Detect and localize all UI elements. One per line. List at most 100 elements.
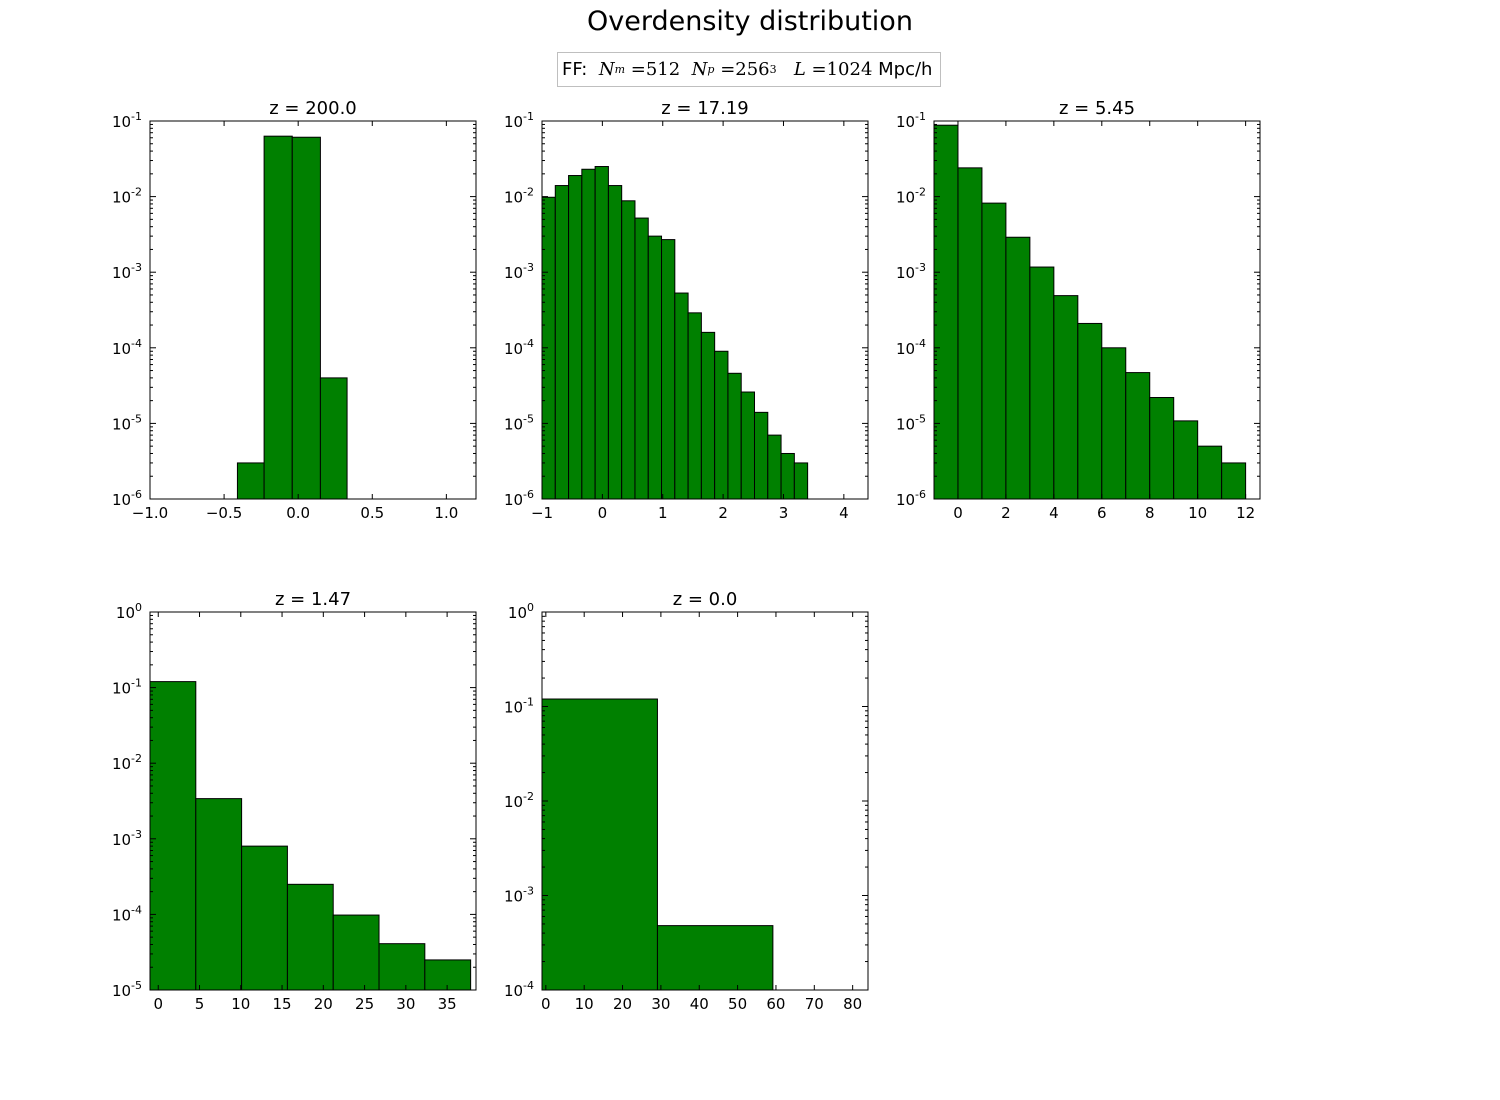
y-tick-label: 10-1 [112, 677, 142, 698]
legend-np-sub: p [707, 63, 715, 76]
histogram-bar [621, 200, 636, 500]
histogram-bar [634, 217, 649, 500]
x-tick-label: −1 [531, 504, 553, 522]
legend-l-value: =1024 [811, 59, 873, 80]
legend-nm-symbol: N [598, 59, 615, 80]
x-tick-label: 6 [1097, 504, 1107, 522]
x-tick-label: −0.5 [206, 504, 242, 522]
x-tick-label: 1 [658, 504, 668, 522]
subplot-2: z = 17.19 −1 0 1 2 3 4 10-6 10-5 10-4 10-3 10-2 10-1 [504, 98, 869, 522]
x-tick-label: 12 [1236, 504, 1255, 522]
y-tick-label: 10-5 [896, 412, 926, 433]
legend-l-symbol: L [793, 59, 806, 80]
subplot-title: z = 200.0 [269, 98, 357, 119]
subplot-5: z = 0.0 0 10 20 30 40 50 60 70 80 10-4 10-3 10-2 10-1… [504, 589, 869, 1013]
legend-np-exponent: 3 [769, 63, 777, 76]
histogram-bar [554, 185, 570, 500]
y-tick-label: 10-6 [896, 488, 926, 509]
histogram-bar [767, 434, 782, 500]
histogram-bar [687, 312, 702, 500]
y-tick-label: 10-2 [112, 186, 142, 207]
y-tick-label: 10-3 [112, 261, 142, 282]
histogram-bar [1149, 397, 1175, 500]
legend-prefix: FF: [562, 59, 588, 80]
subplot-title: z = 5.45 [1059, 98, 1135, 119]
x-tick-label: 8 [1145, 504, 1155, 522]
x-tick-label: 80 [843, 995, 862, 1013]
histogram-bar [1221, 462, 1247, 500]
subplot-4: z = 1.47 0 5 10 15 20 25 30 35 10-5 10-4 10-3 10-2 10… [112, 589, 477, 1013]
histogram-bar [1101, 347, 1127, 500]
histogram-bar [754, 411, 769, 500]
y-tick-label: 10-2 [112, 752, 142, 773]
y-tick-label: 10-1 [896, 110, 926, 131]
subplot-3: z = 5.45 0 2 4 6 8 10 12 10-6 10-5 10-4 10-3 10-2 10-… [896, 98, 1261, 522]
histogram-bar [594, 166, 609, 500]
histogram-bar [793, 462, 809, 500]
histogram-bar [263, 135, 293, 500]
axes-frame [541, 120, 869, 500]
histogram-bar [1029, 266, 1055, 500]
histogram-bar [1005, 236, 1031, 500]
y-tick-label: 10-4 [504, 337, 534, 358]
y-tick-label: 10-4 [112, 903, 142, 924]
histogram-bar [981, 202, 1007, 500]
y-tick-label: 10-2 [504, 186, 534, 207]
x-tick-label: 10 [575, 995, 594, 1013]
histogram-bar [740, 391, 756, 500]
x-tick-label: 0 [153, 995, 163, 1013]
histogram-bar [607, 185, 623, 500]
y-tick-label: 10-3 [896, 261, 926, 282]
histogram-bar [149, 681, 197, 991]
x-tick-label: 50 [728, 995, 747, 1013]
x-tick-label: 30 [651, 995, 670, 1013]
axes-frame [149, 120, 477, 500]
histogram-bar [332, 914, 380, 991]
histogram-bar [291, 136, 321, 500]
x-tick-label: −1.0 [132, 504, 168, 522]
x-tick-label: 10 [231, 995, 250, 1013]
y-tick-label: 10-1 [112, 110, 142, 131]
x-tick-label: 25 [355, 995, 374, 1013]
y-tick-label: 10-5 [112, 412, 142, 433]
histogram-bar [1173, 420, 1199, 500]
x-tick-label: 4 [839, 504, 849, 522]
x-tick-label: 30 [396, 995, 415, 1013]
y-tick-label: 10-4 [896, 337, 926, 358]
histogram-bar [674, 292, 689, 500]
x-tick-label: 0 [953, 504, 963, 522]
histogram-bar [727, 372, 742, 500]
x-tick-label: 3 [779, 504, 789, 522]
legend-l-unit: Mpc/h [878, 59, 933, 80]
y-tick-label: 10-1 [504, 110, 534, 131]
x-tick-label: 2 [1001, 504, 1011, 522]
histogram-bar [319, 377, 348, 500]
figure-title: Overdensity distribution [587, 6, 913, 37]
subplot-1: z = 200.0−1.0 −0.5 0.0 0.5 1.010-610-510-410… [112, 98, 477, 522]
histogram-bar [957, 167, 983, 500]
legend-np-value: =256 [720, 59, 770, 80]
axes-frame [933, 120, 1261, 500]
histogram-bar [1197, 445, 1223, 500]
x-tick-label: 70 [805, 995, 824, 1013]
histogram-bar [581, 168, 596, 500]
y-tick-label: 10-3 [504, 885, 534, 906]
x-tick-label: 15 [273, 995, 292, 1013]
histogram-bar [780, 452, 795, 500]
x-tick-label: 0.5 [360, 504, 384, 522]
x-tick-label: 60 [766, 995, 785, 1013]
x-tick-label: 0 [598, 504, 608, 522]
subplot-title: z = 0.0 [673, 589, 738, 610]
x-tick-label: 20 [314, 995, 333, 1013]
y-tick-label: 100 [116, 601, 142, 622]
y-tick-label: 10-4 [504, 979, 534, 1000]
histogram-bar [656, 925, 774, 991]
x-tick-label: 35 [438, 995, 457, 1013]
histogram-bar [661, 239, 676, 500]
x-tick-label: 2 [718, 504, 728, 522]
x-tick-label: 5 [195, 995, 205, 1013]
y-tick-label: 10-5 [112, 979, 142, 1000]
y-tick-label: 10-3 [112, 828, 142, 849]
legend-nm-value: =512 [630, 59, 681, 80]
